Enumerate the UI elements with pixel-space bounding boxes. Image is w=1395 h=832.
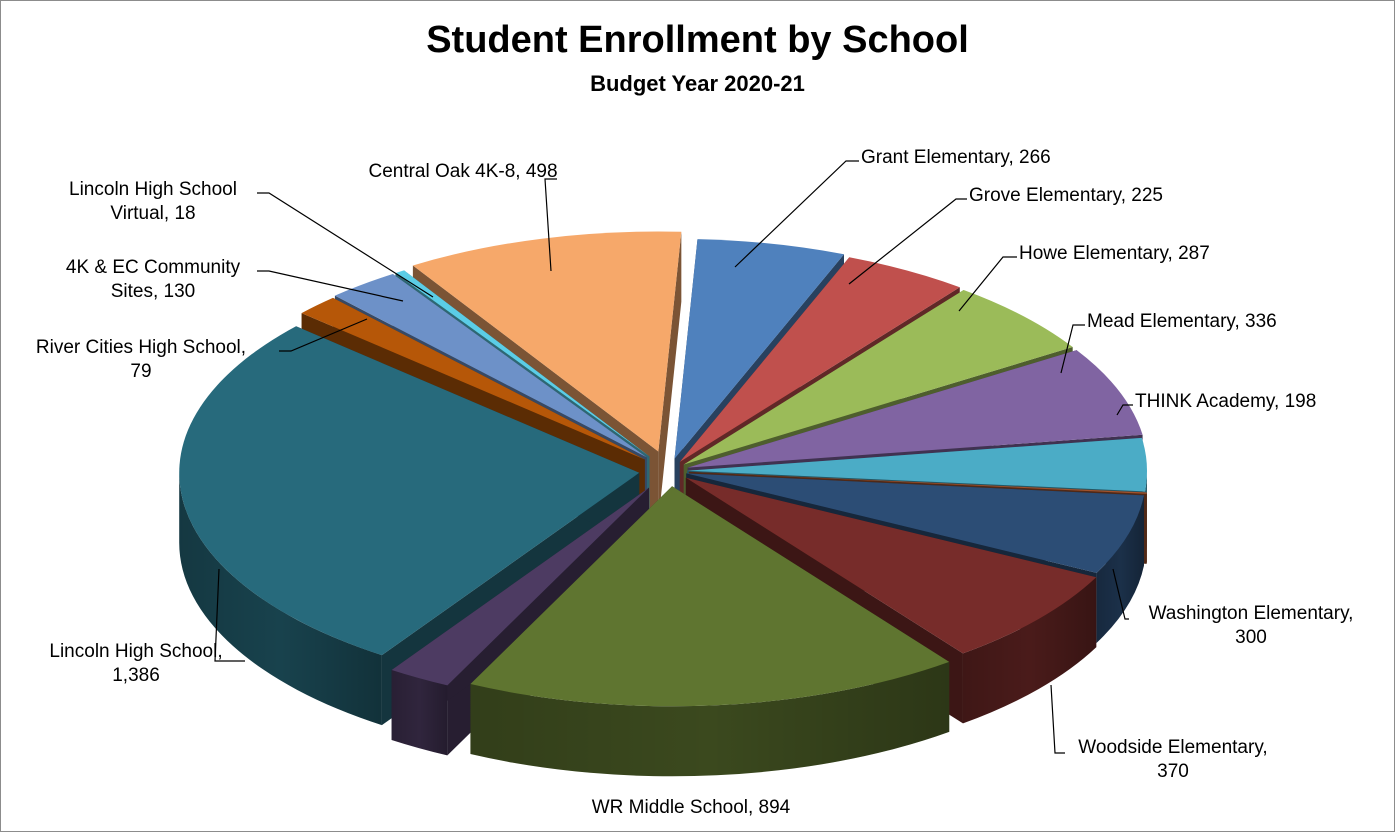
data-label-washington-line-0: Washington Elementary, — [1149, 603, 1354, 624]
data-label-rivercities-line-1: 79 — [130, 361, 151, 382]
data-labels: Grant Elementary, 266 Grove Elementary, 2… — [36, 147, 1354, 818]
leader-line-lincoln — [214, 568, 245, 662]
data-label-mead-line-0: Mead Elementary, 336 — [1087, 311, 1277, 332]
leader-line-howe — [958, 256, 1017, 312]
slice-7-top — [685, 477, 1097, 654]
data-label-washington-line-1: 300 — [1235, 627, 1267, 648]
slice-9-top — [391, 487, 649, 686]
slice-6-top — [686, 473, 1144, 573]
leader-line-ec — [257, 270, 404, 302]
slice-10-rim-shade-0 — [179, 472, 382, 726]
slice-8-rim-shade-0 — [470, 661, 950, 777]
slice-10-top — [179, 326, 640, 656]
slice-0-top — [674, 239, 845, 459]
leader-line-rivercities — [279, 318, 368, 352]
data-label-think-line-0: THINK Academy, 198 — [1135, 391, 1316, 412]
slice-13-top — [395, 270, 650, 457]
slice-3-top — [687, 350, 1143, 468]
slice-12-top — [334, 273, 647, 458]
data-label-grove-line-0: Grove Elementary, 225 — [969, 185, 1163, 206]
leader-line-grant — [734, 160, 859, 268]
data-label-ec-line-1: Sites, 130 — [111, 281, 196, 302]
data-label-wr-line-0: WR Middle School, 894 — [592, 797, 791, 818]
slice-1-top — [679, 257, 960, 462]
chart-title: Student Enrollment by School — [426, 19, 969, 61]
data-label-centraloak-line-0: Central Oak 4K-8, 498 — [368, 161, 557, 182]
slice-11-top — [301, 297, 645, 460]
data-label-woodside-line-0: Woodside Elementary, — [1078, 737, 1267, 758]
slice-14-top — [412, 231, 682, 452]
leader-line-virtual — [257, 192, 434, 298]
data-label-virtual-line-1: Virtual, 18 — [110, 203, 195, 224]
slice-7-rim-shade-0 — [962, 577, 1097, 724]
leader-line-mead — [1060, 324, 1085, 374]
slice-5-top — [688, 471, 1147, 494]
data-label-virtual-line-0: Lincoln High School — [69, 179, 237, 200]
slice-4-top — [686, 437, 1147, 492]
leader-line-grove — [848, 198, 967, 285]
data-label-rivercities-line-0: River Cities High School, — [36, 337, 246, 358]
data-label-lincoln-line-1: 1,386 — [112, 665, 160, 686]
slice-9-rim-shade-0 — [391, 669, 448, 756]
leader-line-washington — [1112, 568, 1129, 620]
leader-lines — [214, 160, 1133, 754]
data-label-lincoln-line-0: Lincoln High School, — [49, 641, 222, 662]
slice-6-rim-shade-0 — [1096, 495, 1144, 643]
leader-line-woodside — [1050, 684, 1065, 754]
slice-tops — [179, 231, 1147, 707]
slice-8-top — [470, 486, 950, 707]
data-label-woodside-line-1: 370 — [1157, 761, 1189, 782]
leader-line-think — [1116, 404, 1133, 416]
data-label-ec-line-0: 4K & EC Community — [66, 257, 241, 278]
slice-2-top — [683, 289, 1073, 465]
data-label-grant-line-0: Grant Elementary, 266 — [861, 147, 1051, 168]
slice-14-wall-1 — [658, 231, 682, 522]
leader-line-centraloak — [544, 178, 557, 272]
chart-subtitle: Budget Year 2020-21 — [590, 71, 805, 96]
data-label-howe-line-0: Howe Elementary, 287 — [1019, 243, 1210, 264]
